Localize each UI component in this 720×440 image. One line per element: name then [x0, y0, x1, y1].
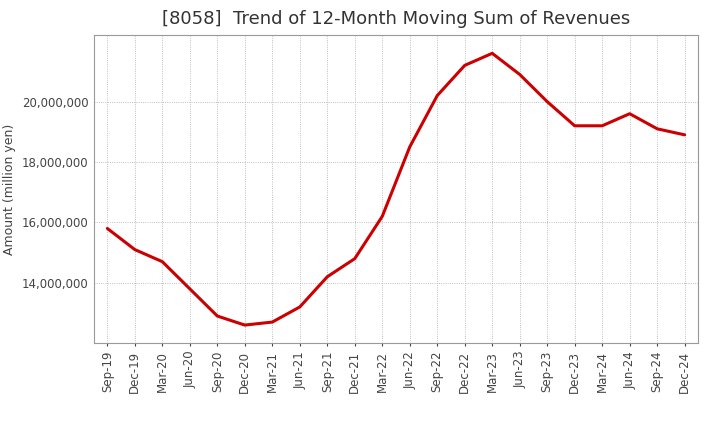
Y-axis label: Amount (million yen): Amount (million yen)	[4, 124, 17, 255]
Title: [8058]  Trend of 12-Month Moving Sum of Revenues: [8058] Trend of 12-Month Moving Sum of R…	[162, 10, 630, 28]
